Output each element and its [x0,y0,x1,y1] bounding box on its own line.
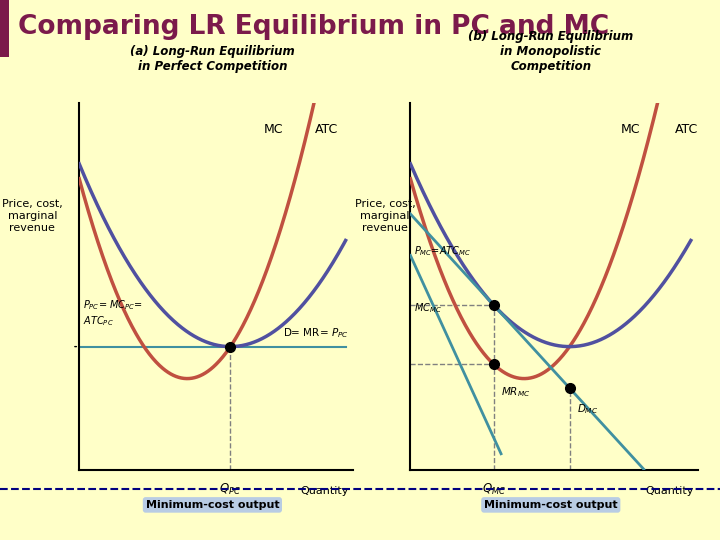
Text: D= MR= $P_{PC}$: D= MR= $P_{PC}$ [283,326,348,340]
Text: Quantity: Quantity [645,487,694,496]
Text: Minimum-cost output: Minimum-cost output [484,500,618,510]
Text: MC: MC [264,124,284,137]
Text: Comparing LR Equilibrium in PC and MC: Comparing LR Equilibrium in PC and MC [18,14,609,40]
Text: $D_{MC}$: $D_{MC}$ [577,402,598,416]
Text: ATC: ATC [675,124,698,137]
Text: Price, cost,
marginal
revenue: Price, cost, marginal revenue [2,199,63,233]
Text: $P_{MC}$=$ATC_{MC}$: $P_{MC}$=$ATC_{MC}$ [414,244,471,258]
Text: $Q_{MC}$: $Q_{MC}$ [482,482,506,497]
Text: Minimum-cost output: Minimum-cost output [145,500,279,510]
Text: $P_{PC}$= $MC_{PC}$=: $P_{PC}$= $MC_{PC}$= [83,298,143,312]
Text: $ATC_{PC}$: $ATC_{PC}$ [83,314,114,328]
Text: ATC: ATC [315,124,338,137]
Text: (b) Long-Run Equilibrium
in Monopolistic
Competition: (b) Long-Run Equilibrium in Monopolistic… [468,30,634,73]
Text: MC: MC [621,124,640,137]
Text: $MR_{MC}$: $MR_{MC}$ [501,386,531,400]
Text: $Q_{PC}$: $Q_{PC}$ [220,482,241,497]
Text: Price, cost,
marginal
revenue: Price, cost, marginal revenue [355,199,415,233]
Text: (a) Long-Run Equilibrium
in Perfect Competition: (a) Long-Run Equilibrium in Perfect Comp… [130,45,294,73]
Text: $MC_{MC}$: $MC_{MC}$ [414,301,442,315]
Text: Quantity: Quantity [300,487,348,496]
